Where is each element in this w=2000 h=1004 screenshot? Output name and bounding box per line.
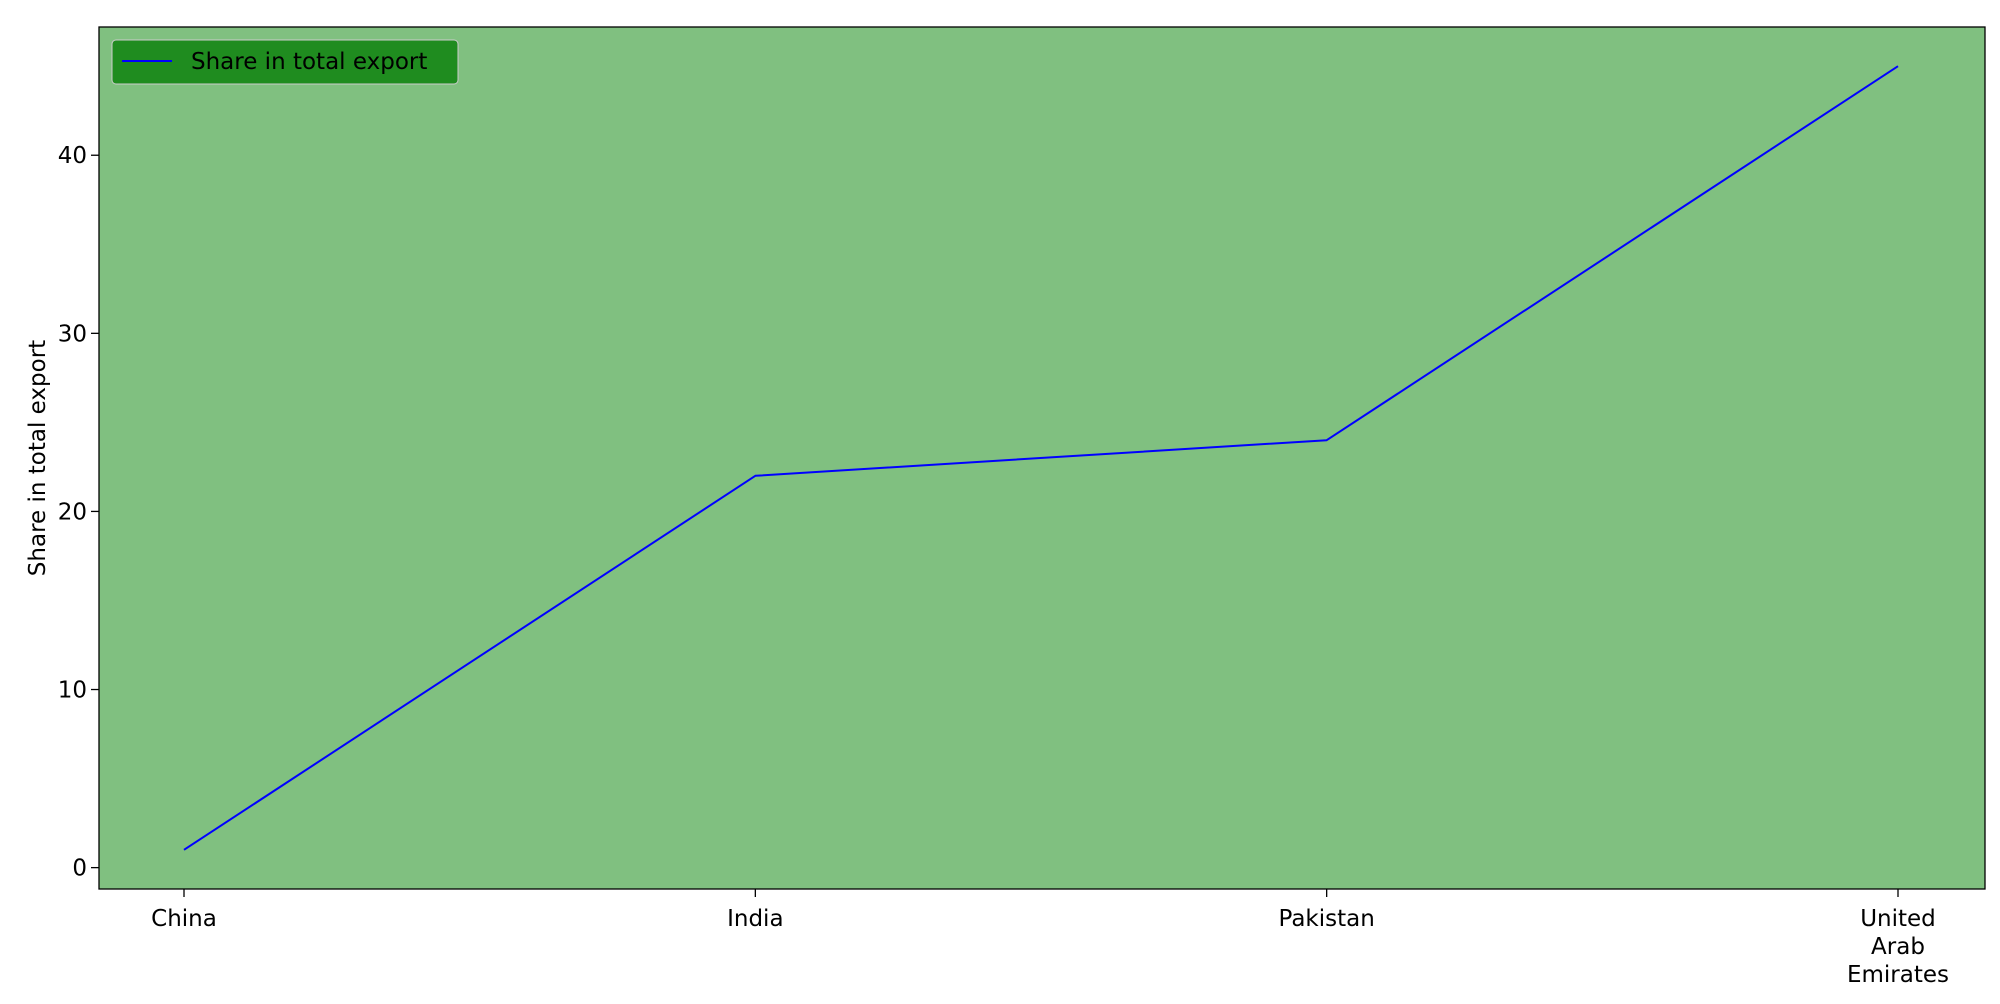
y-tick-label: 20 [58, 499, 87, 525]
x-tick-label: India [727, 906, 783, 932]
x-tick-label: United Arab Emirates [1847, 906, 1949, 988]
y-tick-label: 40 [58, 143, 87, 169]
legend[interactable]: Share in total export [111, 39, 459, 85]
y-axis: 0 10 20 30 40 [58, 143, 99, 882]
y-tick-label: 10 [58, 678, 87, 704]
legend-box [111, 39, 459, 85]
y-axis-label: Share in total export [25, 340, 51, 576]
x-axis: China India Pakistan United Arab Emirates [151, 889, 1949, 988]
y-tick-label: 30 [58, 321, 87, 347]
y-tick-label: 0 [72, 856, 87, 882]
series-line [183, 65, 1899, 851]
x-tick-label: China [151, 906, 217, 932]
series-layer [183, 65, 1899, 851]
legend-label: Share in total export [191, 49, 427, 75]
x-tick-label: Pakistan [1279, 906, 1375, 932]
plot-frame [98, 26, 1986, 890]
